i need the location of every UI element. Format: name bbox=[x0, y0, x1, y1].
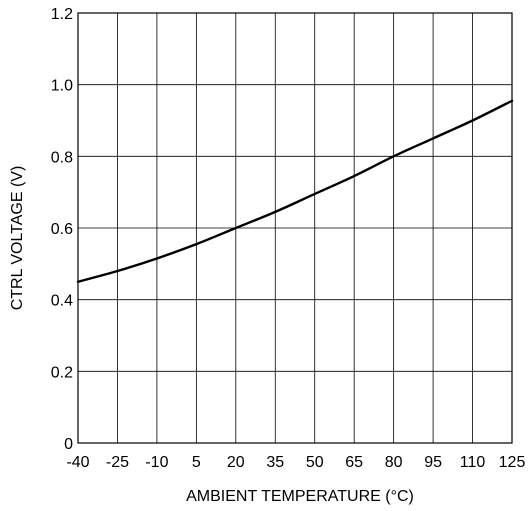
y-tick-label: 0.4 bbox=[51, 293, 73, 310]
x-tick-label: 50 bbox=[306, 454, 324, 471]
x-tick-label: 80 bbox=[385, 454, 403, 471]
series-line bbox=[76, 99, 514, 283]
y-tick-label: 0.8 bbox=[51, 149, 73, 166]
y-tick-label: 1.0 bbox=[51, 78, 73, 95]
y-tick-label: 1.2 bbox=[51, 6, 73, 23]
y-tick-label: 0.2 bbox=[51, 364, 73, 381]
x-tick-label: 65 bbox=[345, 454, 363, 471]
x-tick-label: 125 bbox=[499, 454, 526, 471]
x-tick-label: 35 bbox=[266, 454, 284, 471]
x-tick-label: -40 bbox=[66, 454, 89, 471]
x-tick-label: 5 bbox=[192, 454, 201, 471]
x-tick-label: 110 bbox=[460, 454, 486, 471]
y-tick-label: 0 bbox=[64, 436, 73, 453]
x-tick-label: 20 bbox=[227, 454, 245, 471]
x-tick-label: -25 bbox=[106, 454, 129, 471]
x-axis-title: AMBIENT TEMPERATURE (°C) bbox=[186, 488, 414, 505]
plot-frame bbox=[77, 12, 513, 444]
x-tick-label: -10 bbox=[145, 454, 168, 471]
x-tick-labels: -40 -25 -10 5 20 35 50 65 80 95 110 125 bbox=[66, 454, 525, 471]
y-tick-labels: 0 0.2 0.4 0.6 0.8 1.0 1.2 bbox=[51, 6, 73, 453]
series-layer bbox=[76, 99, 514, 283]
x-tick-label: 95 bbox=[424, 454, 442, 471]
y-tick-label: 0.6 bbox=[51, 221, 73, 238]
y-axis-title: CTRL VOLTAGE (V) bbox=[9, 166, 26, 311]
